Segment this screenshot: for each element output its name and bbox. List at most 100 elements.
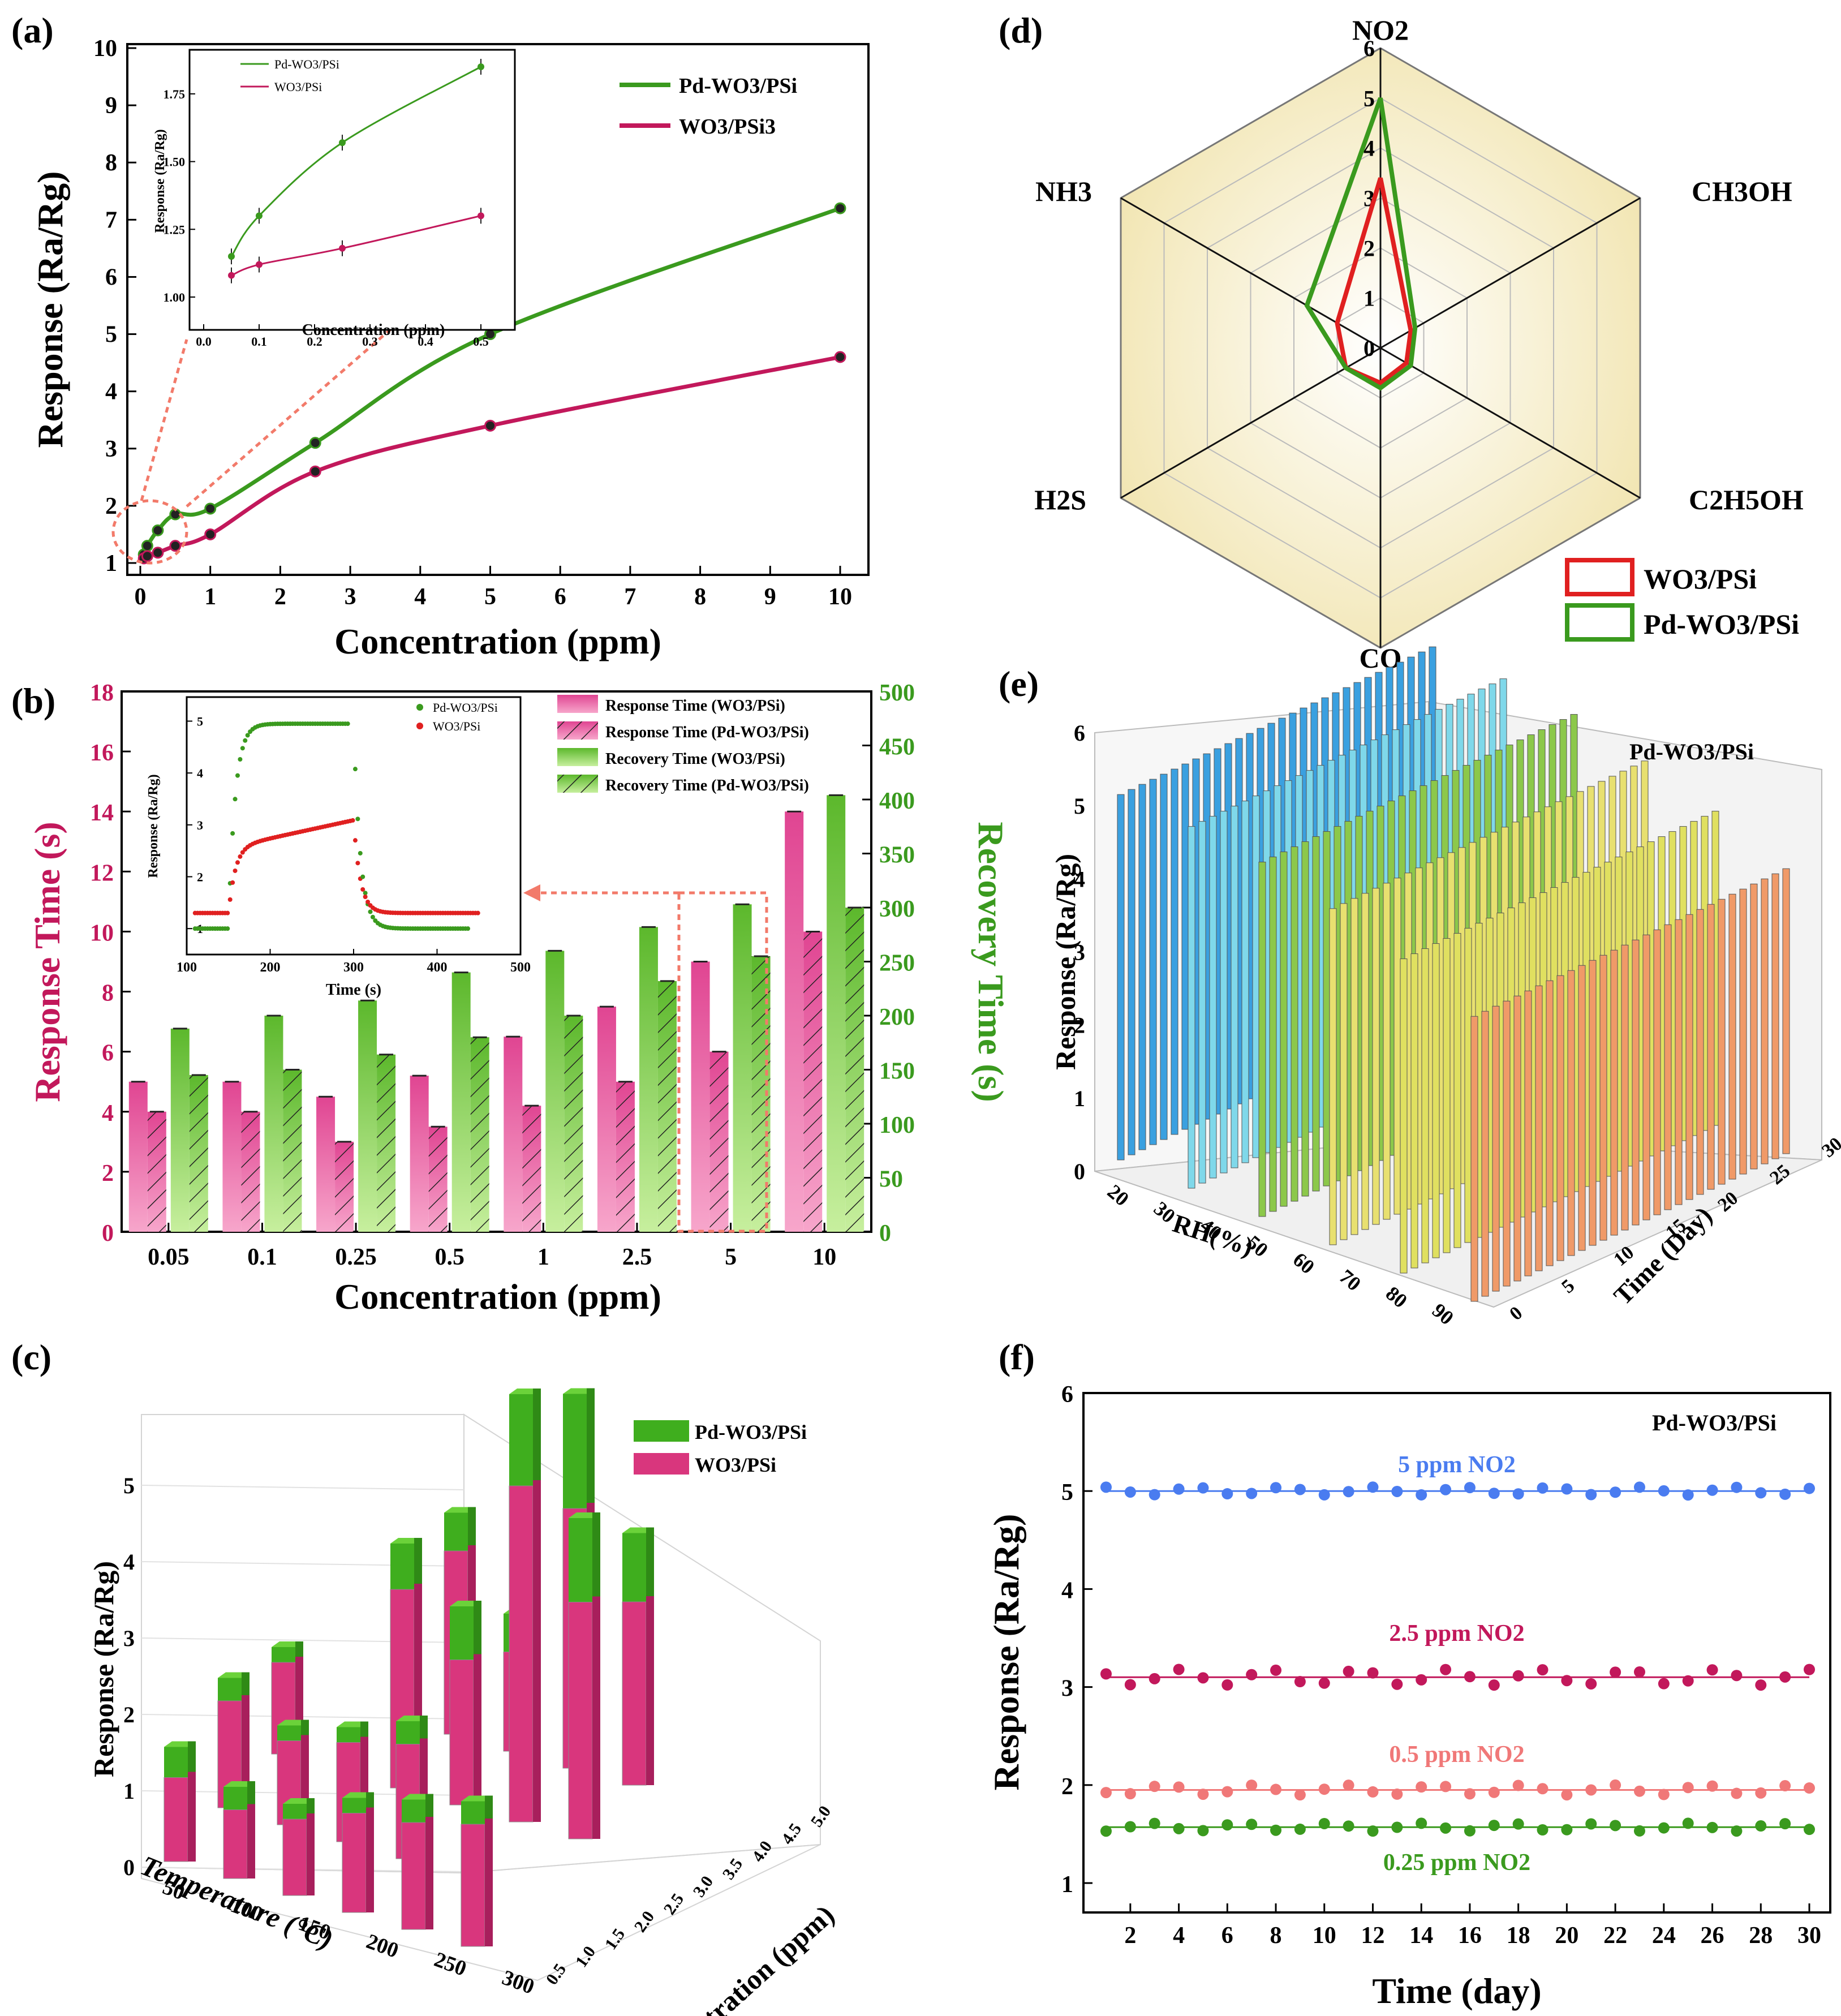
data-point-f [1124, 1788, 1136, 1800]
x-tick-label-a: 9 [764, 584, 776, 610]
y2-tick-label-b: 400 [879, 788, 915, 814]
bar-e [1241, 801, 1249, 1163]
bar-c-wo3-side [188, 1772, 196, 1862]
inset-b-x-tick-label: 400 [427, 960, 448, 975]
inset-b-point-pd [345, 721, 350, 727]
legend-c-swatch-pd [634, 1420, 689, 1442]
inset-b-point-pd [363, 891, 368, 896]
legend-d-swatch-pd [1565, 603, 1634, 642]
data-point-f [1488, 1820, 1500, 1832]
bar-e [1188, 826, 1195, 1189]
bar-c-wo3-side [307, 1813, 315, 1895]
radar-axis-label: C2H5OH [1689, 484, 1804, 515]
inset-b-xlabel: Time (s) [326, 981, 381, 999]
inset-b-marks: 10020030040050012345 [177, 715, 531, 975]
radar-axis-label: NH3 [1035, 175, 1092, 207]
bar-b [264, 1016, 283, 1232]
bar-e [1642, 934, 1650, 1220]
y-tick-label-c: 1.5 [601, 1925, 629, 1953]
annotation-f: Pd-WO3/PSi [1652, 1410, 1777, 1435]
x-tick-label-e: 60 [1289, 1248, 1319, 1278]
y-tick-label-c: 2.5 [660, 1890, 688, 1918]
x-tick-label-b: 0.1 [247, 1244, 277, 1270]
data-point-f [1367, 1786, 1379, 1798]
x-tick-label-f: 18 [1507, 1923, 1530, 1949]
y-tick-label-b: 4 [102, 1101, 114, 1127]
bar-c-pd [450, 1606, 474, 1660]
bar-e [1718, 899, 1726, 1185]
y-axis-title-a: Response (Ra/Rg) [30, 171, 70, 448]
data-point-f [1610, 1486, 1621, 1498]
bar-c-pd-side [188, 1741, 196, 1778]
bar-c-wo3 [461, 1824, 485, 1947]
data-point-f [1270, 1664, 1282, 1676]
bar-e [1252, 796, 1260, 1158]
inset-a-y-tick-label: 1.25 [164, 222, 186, 237]
bar-c-pd-side [587, 1388, 595, 1508]
y-tick-label-f: 1 [1061, 1872, 1073, 1898]
y2-tick-label-b: 350 [879, 842, 915, 869]
inset-b-point-pd [238, 757, 243, 762]
bar-b-hatch [241, 1111, 260, 1232]
data-point-f [1318, 1817, 1330, 1829]
inset-a-y-tick-label: 1.75 [164, 87, 186, 101]
bar-b-hatch [522, 1106, 541, 1232]
x-tick-label-c: 250 [431, 1948, 470, 1981]
bar-e [1312, 836, 1320, 1192]
inset-b-point-pd [368, 909, 373, 914]
bar-c-pd [218, 1678, 242, 1701]
y-tick-label-f: 2 [1061, 1774, 1073, 1800]
radar-spoke [1120, 347, 1381, 499]
x-tick-label-a: 1 [204, 584, 216, 610]
bar-b [691, 961, 710, 1232]
data-point-f [1173, 1781, 1185, 1793]
data-point-f [1804, 1482, 1815, 1494]
bar-b [785, 811, 804, 1232]
data-point-f [1633, 1825, 1645, 1837]
inset-b-x-tick-label: 300 [343, 960, 364, 975]
inset-b-y-tick-label: 2 [197, 870, 203, 884]
x-axis-title-f: Time (day) [1372, 1971, 1541, 2011]
bar-b-hatch [335, 1141, 354, 1232]
data-point-f [1706, 1484, 1718, 1496]
legend-b-label-1: Response Time (Pd-WO3/PSi) [605, 724, 809, 741]
z-tick-label-c: 3 [123, 1626, 135, 1651]
data-point-f [1221, 1819, 1233, 1831]
bar-e [1280, 852, 1288, 1207]
bar-c-pd [509, 1394, 533, 1486]
inset-b-legend-dot-pd [416, 704, 423, 711]
bar-c-pd [283, 1804, 307, 1819]
data-point-f [1270, 1783, 1282, 1795]
series-label-f: 0.25 ppm NO2 [1383, 1850, 1530, 1876]
inset-b-point-wo3 [238, 854, 243, 859]
y-tick-label-a: 8 [105, 150, 117, 176]
data-point-f [1440, 1484, 1452, 1495]
data-point-f [1124, 1821, 1136, 1833]
bar-e [1138, 784, 1146, 1150]
inset-b-point-pd [370, 914, 375, 919]
bar-c-pd [461, 1801, 485, 1824]
data-point-f [1440, 1781, 1452, 1793]
bar-b [316, 1097, 335, 1232]
bar-b-hatch [428, 1127, 448, 1232]
inset-b-point-wo3 [235, 860, 240, 865]
y-tick-label-b: 8 [102, 981, 114, 1007]
y-axis-title-f: Response (Ra/Rg) [986, 1514, 1026, 1791]
bar-e [1301, 841, 1309, 1197]
z-tick-label-e: 6 [1074, 720, 1085, 746]
bar-e [1361, 893, 1369, 1230]
bar-e [1739, 888, 1747, 1175]
data-point-f [1561, 1824, 1573, 1836]
inset-b-point-pd [355, 816, 360, 822]
bar-e [1421, 948, 1429, 1263]
x-tick-label-f: 26 [1701, 1923, 1724, 1949]
data-point-f [1633, 1785, 1645, 1797]
z-axis-title-e: Response (Ra/Rg) [1049, 854, 1081, 1070]
inset-a-point [256, 212, 263, 220]
y2-axis-title-b: Recovery Time (s) [971, 822, 1011, 1102]
inset-b-point-pd [230, 831, 235, 836]
inset-b-x-tick-label: 500 [510, 960, 531, 975]
